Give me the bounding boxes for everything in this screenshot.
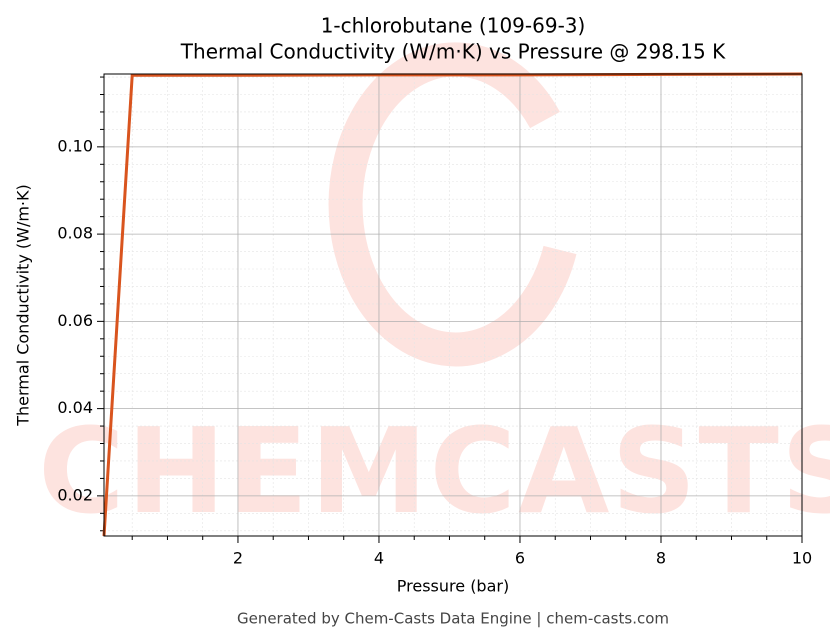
footer: Generated by Chem-Casts Data Engine | ch… <box>237 610 669 628</box>
x-tick-label: 4 <box>374 549 384 568</box>
plot-frame <box>103 73 803 537</box>
x-tick-label: 6 <box>515 549 525 568</box>
chart-subtitle: Thermal Conductivity (W/m·K) vs Pressure… <box>180 40 726 64</box>
y-tick-label: 0.04 <box>57 398 93 417</box>
data-line <box>102 72 803 537</box>
y-tick-label: 0.10 <box>57 136 93 155</box>
watermark: CHEMCASTS <box>38 42 830 540</box>
y-tick-label: 0.02 <box>57 485 93 504</box>
y-tick-label: 0.08 <box>57 224 93 243</box>
chart-title: 1-chlorobutane (109-69-3) <box>321 14 586 38</box>
watermark-text: CHEMCASTS <box>38 402 830 540</box>
x-tick-label: 10 <box>792 549 812 568</box>
y-axis-label: Thermal Conductivity (W/m·K) <box>14 184 33 427</box>
y-tick-label: 0.06 <box>57 311 93 330</box>
x-tick-label: 2 <box>233 549 243 568</box>
x-axis-label: Pressure (bar) <box>397 577 509 596</box>
x-tick-label: 8 <box>656 549 666 568</box>
watermark-logo <box>328 42 577 367</box>
